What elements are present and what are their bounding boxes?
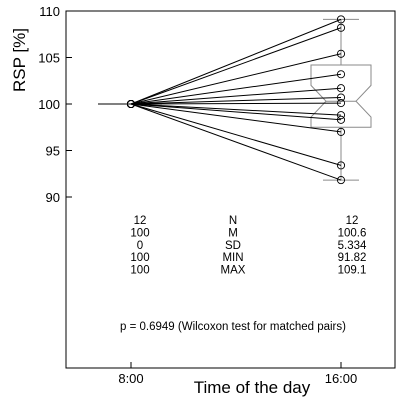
- series-line-9: [130, 103, 342, 133]
- plot-frame: [65, 10, 396, 369]
- stats-label-4: MAX: [221, 265, 246, 277]
- stats-left-4: 100: [130, 265, 149, 277]
- series-line-10: [130, 103, 342, 166]
- series-points: [126, 15, 346, 185]
- x-axis-ticks: 8:00 16:00: [118, 362, 357, 386]
- stats-label-3: MIN: [222, 252, 243, 264]
- series-point-3-1: [336, 70, 346, 79]
- series-line-1: [130, 27, 342, 105]
- series-point-11-0: [126, 99, 136, 109]
- x-tick-label-1: 16:00: [325, 371, 358, 386]
- stats-right-2: 5.334: [338, 240, 367, 252]
- series-point-6-1: [336, 99, 346, 108]
- series-line-7: [130, 103, 342, 116]
- stats-label-0: N: [229, 215, 237, 227]
- series-line-4: [130, 87, 342, 105]
- series-line-8: [130, 103, 342, 121]
- y-axis-label: RSP [%]: [10, 28, 29, 92]
- series-point-0-1: [336, 15, 346, 24]
- series-point-11-1: [336, 176, 346, 185]
- y-axis-ticks: 90 95 100 105 110: [38, 4, 72, 205]
- stats-label-2: SD: [225, 240, 241, 252]
- series-point-4-1: [336, 84, 346, 93]
- series-line-5: [130, 96, 342, 105]
- y-tick-label-4: 110: [39, 4, 60, 19]
- stats-label-1: M: [228, 227, 238, 239]
- series-point-7-1: [336, 111, 346, 120]
- y-tick-label-3: 105: [38, 51, 60, 66]
- stats-right-0: 12: [346, 215, 359, 227]
- series-line-3: [130, 73, 342, 105]
- series-line-2: [130, 53, 342, 105]
- series-point-2-1: [336, 49, 346, 58]
- x-tick-label-0: 8:00: [118, 371, 143, 386]
- notched-box: [310, 64, 372, 128]
- stats-right-4: 109.1: [338, 265, 367, 277]
- series-point-9-1: [336, 127, 346, 136]
- series-line-0: [130, 18, 342, 105]
- boxplot-16: [98, 18, 372, 181]
- y-tick-label-1: 95: [46, 144, 60, 159]
- series-lines: [130, 18, 342, 181]
- y-tick-label-2: 100: [38, 97, 60, 112]
- wilcoxon-annotation: p = 0.6949 (Wilcoxon test for matched pa…: [120, 321, 346, 333]
- stats-left-1: 100: [130, 227, 149, 239]
- series-line-6: [130, 102, 342, 105]
- stats-left-2: 0: [137, 240, 143, 252]
- stats-right-1: 100.6: [338, 227, 367, 239]
- series-point-1-1: [336, 23, 346, 32]
- x-axis-label: Time of the day: [194, 378, 311, 397]
- stats-left-0: 12: [134, 215, 147, 227]
- stats-right-3: 91.82: [338, 252, 367, 264]
- series-point-5-1: [336, 93, 346, 102]
- series-point-8-1: [336, 115, 346, 124]
- y-tick-label-0: 90: [46, 190, 60, 205]
- series-point-10-1: [336, 161, 346, 170]
- series-line-11: [130, 103, 342, 181]
- stats-left-3: 100: [130, 252, 149, 264]
